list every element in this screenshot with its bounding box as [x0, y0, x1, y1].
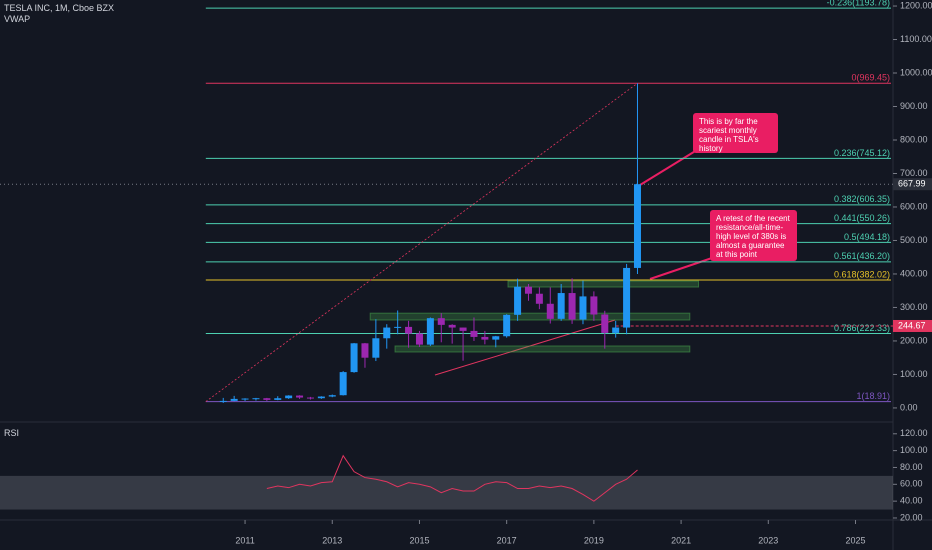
annotation: A retest of the recent resistance/all-ti… [710, 210, 797, 261]
candle-body [394, 326, 402, 328]
y-tick-label: 800.00 [900, 134, 928, 144]
candle-body [492, 336, 500, 340]
candle-body [230, 398, 238, 401]
y-tick-label: 300.00 [900, 302, 928, 312]
candle-body [503, 314, 511, 337]
y-tick-label: 700.00 [900, 168, 928, 178]
x-tick-label: 2025 [845, 535, 865, 545]
candle-body [546, 303, 554, 319]
candle-body [535, 293, 543, 304]
candle-body [296, 395, 304, 398]
symbol-title: TESLA INC, 1M, Cboe BZX [4, 3, 115, 13]
vwap-tag [893, 319, 932, 332]
candle-body [263, 398, 271, 400]
y-tick-label: 500.00 [900, 235, 928, 245]
last-price-label: 667.99 [898, 179, 926, 189]
candle-body [448, 324, 456, 328]
candle-body [633, 184, 641, 268]
rsi-band [0, 475, 893, 510]
vwap-label: 244.67 [898, 320, 926, 330]
candle-body [415, 333, 423, 345]
fib-label: 0.786(222.33) [834, 323, 890, 333]
trend-line [434, 319, 616, 376]
candle-body [219, 400, 227, 402]
indicator-name: VWAP [4, 14, 31, 24]
annotation: This is by far the scariest monthly cand… [693, 113, 778, 153]
fib-label: 0.561(436.20) [834, 251, 890, 261]
y-tick-label: 0.00 [900, 402, 918, 412]
rsi-title: RSI [4, 428, 20, 438]
candle-body [590, 296, 598, 315]
candle-body [459, 327, 467, 331]
x-tick-label: 2013 [322, 535, 342, 545]
candle-body [285, 395, 293, 399]
candle-body [568, 293, 576, 320]
candle-body [481, 336, 489, 340]
candle-body [339, 372, 347, 396]
callout-pointer [649, 257, 713, 280]
candle-body [426, 318, 434, 345]
candle-body [241, 398, 249, 400]
rsi-tick-label: 60.00 [900, 479, 923, 489]
rsi-tick-label: 40.00 [900, 496, 923, 506]
candle-body [470, 330, 478, 337]
candle-body [328, 395, 336, 397]
y-tick-label: 100.00 [900, 369, 928, 379]
candle-body [601, 314, 609, 333]
x-tick-label: 2019 [584, 535, 604, 545]
candle-body [372, 338, 380, 358]
rsi-tick-label: 120.00 [900, 428, 928, 438]
y-tick-label: 200.00 [900, 335, 928, 345]
zone [507, 280, 700, 288]
candle-body [612, 327, 620, 333]
fib-label: 0.5(494.18) [844, 232, 890, 242]
zone [394, 345, 691, 353]
y-tick-label: 400.00 [900, 268, 928, 278]
fib-label: 1(18.91) [856, 391, 890, 401]
x-tick-label: 2015 [409, 535, 429, 545]
fib-label: 0.441(550.26) [834, 213, 890, 223]
fib-label: 0.382(606.35) [834, 194, 890, 204]
rsi-tick-label: 100.00 [900, 445, 928, 455]
candle-body [579, 296, 587, 320]
fib-trend [205, 82, 638, 402]
x-tick-label: 2023 [758, 535, 778, 545]
y-tick-label: 1200.00 [900, 0, 932, 10]
candle-body [405, 326, 413, 334]
candle-body [437, 318, 445, 325]
y-tick-label: 1100.00 [900, 34, 932, 44]
candle-body [252, 398, 260, 400]
x-tick-label: 2021 [671, 535, 691, 545]
candle-body [274, 398, 282, 400]
candle-body [557, 293, 565, 319]
candle-body [361, 343, 369, 358]
x-tick-label: 2011 [235, 535, 254, 545]
callout-pointer [639, 149, 698, 186]
candle-body [317, 396, 325, 399]
fib-label: 0(969.45) [851, 73, 890, 83]
fib-label: -0.236(1193.78) [827, 0, 890, 7]
y-tick-label: 600.00 [900, 201, 928, 211]
zone [369, 312, 691, 321]
candle-body [306, 397, 314, 399]
y-tick-label: 900.00 [900, 101, 928, 111]
rsi-line [266, 454, 638, 502]
x-tick-label: 2017 [497, 535, 517, 545]
candle-body [350, 343, 358, 373]
last-price-tag [893, 178, 932, 191]
fib-label: 0.236(745.12) [834, 148, 890, 158]
candle-body [623, 267, 631, 328]
fib-label: 0.618(382.02) [834, 269, 890, 279]
rsi-tick-label: 20.00 [900, 512, 923, 522]
candle-body [514, 286, 522, 315]
candle-body [383, 327, 391, 339]
rsi-tick-label: 80.00 [900, 462, 923, 472]
y-tick-label: 1000.00 [900, 67, 932, 77]
candle-body [524, 286, 532, 294]
